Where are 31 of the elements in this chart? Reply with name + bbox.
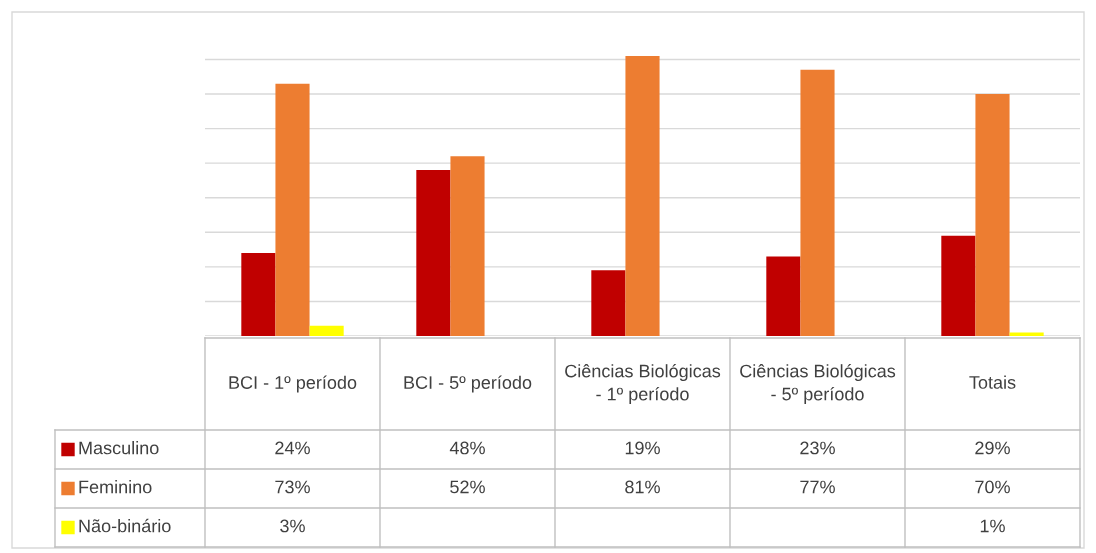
data-label: 48% <box>449 441 485 455</box>
bar <box>309 325 344 336</box>
bar <box>416 170 451 336</box>
bar <box>591 270 626 336</box>
bar <box>975 94 1010 336</box>
data-label: 81% <box>625 480 660 494</box>
data-label: 19% <box>625 441 660 455</box>
data-label: 24% <box>275 441 310 455</box>
data-label: 70% <box>975 480 1010 494</box>
bar <box>800 69 835 336</box>
x-tick-label: BCI - 5º período <box>404 375 532 393</box>
data-label: 52% <box>450 480 485 494</box>
bar <box>275 83 310 336</box>
data-label: 73% <box>275 480 310 494</box>
data-label: 77% <box>800 480 835 494</box>
bar <box>625 56 660 336</box>
bar <box>450 156 485 336</box>
x-tick-label: BCI - 1º período <box>229 375 357 393</box>
legend-label: Não-binário <box>79 518 171 533</box>
legend-label: Feminino <box>79 480 152 494</box>
legend-label: Masculino <box>79 441 159 455</box>
data-label: 23% <box>800 441 835 455</box>
data-label: 29% <box>975 441 1010 455</box>
data-label: 1% <box>980 519 1005 533</box>
data-label: 3% <box>280 519 305 533</box>
x-tick-label: Ciências Biológicas - 5º período <box>740 363 896 405</box>
bar <box>941 235 976 336</box>
x-tick-label: Ciências Biológicas - 1º período <box>565 363 721 405</box>
x-tick-label: Totais <box>969 375 1016 389</box>
bar <box>241 253 276 336</box>
bar <box>766 256 801 336</box>
